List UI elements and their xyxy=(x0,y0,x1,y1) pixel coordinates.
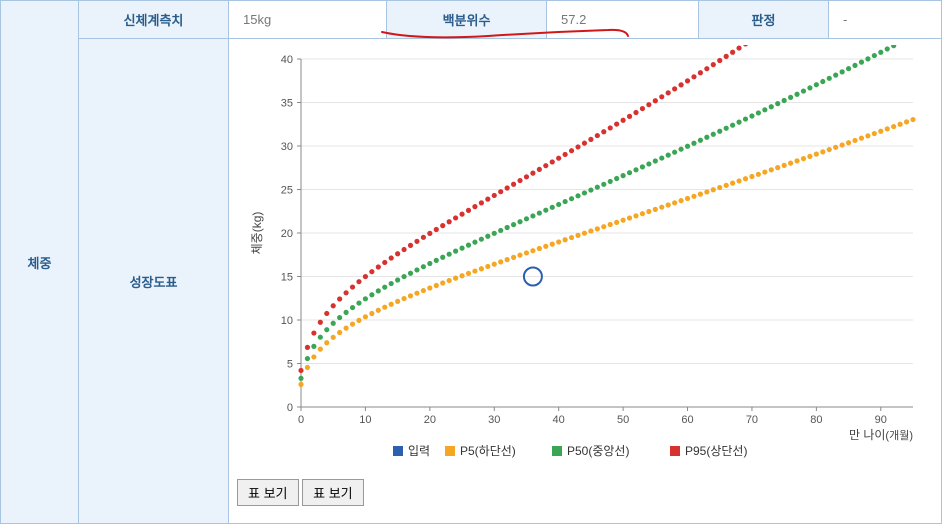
svg-text:10: 10 xyxy=(359,414,371,426)
growth-table: 체중 신체계측치 15kg 백분위수 57.2 판정 - 성장도표 0 5 10 15… xyxy=(0,0,942,524)
svg-text:10: 10 xyxy=(281,315,293,327)
percentile-header: 백분위수 xyxy=(387,1,547,39)
svg-text:15: 15 xyxy=(281,272,293,284)
svg-text:30: 30 xyxy=(488,414,500,426)
svg-text:50: 50 xyxy=(617,414,629,426)
svg-text:40: 40 xyxy=(553,414,565,426)
svg-text:90: 90 xyxy=(875,414,887,426)
svg-text:0: 0 xyxy=(298,414,304,426)
svg-text:20: 20 xyxy=(424,414,436,426)
row-label-weight: 체중 xyxy=(1,1,79,524)
measure-header: 신체계측치 xyxy=(79,1,229,39)
svg-text:5: 5 xyxy=(287,359,293,371)
svg-text:60: 60 xyxy=(681,414,693,426)
show-table-button-1[interactable]: 표 보기 xyxy=(237,479,299,506)
growth-chart: 0 5 10 15 20 25 30 35 40 0 10 20 30 40 50 60 70 80 90 체중(kg… xyxy=(237,45,933,475)
growth-chart-header: 성장도표 xyxy=(79,39,229,524)
percentile-value: 57.2 xyxy=(547,1,699,39)
svg-text:P95(상단선): P95(상단선) xyxy=(685,444,747,458)
svg-text:만 나이(개월): 만 나이(개월) xyxy=(849,428,913,442)
svg-text:25: 25 xyxy=(281,185,293,197)
svg-text:20: 20 xyxy=(281,228,293,240)
svg-text:40: 40 xyxy=(281,54,293,66)
chart-cell: 0 5 10 15 20 25 30 35 40 0 10 20 30 40 50 60 70 80 90 체중(kg… xyxy=(229,39,942,524)
svg-text:80: 80 xyxy=(810,414,822,426)
show-table-button-2[interactable]: 표 보기 xyxy=(302,479,364,506)
judgement-value: - xyxy=(829,1,942,39)
svg-text:체중(kg): 체중(kg) xyxy=(250,212,264,255)
svg-text:입력: 입력 xyxy=(408,444,430,458)
judgement-header: 판정 xyxy=(699,1,829,39)
svg-text:P50(중앙선): P50(중앙선) xyxy=(567,444,629,458)
measure-value: 15kg xyxy=(229,1,387,39)
svg-text:P5(하단선): P5(하단선) xyxy=(460,444,516,458)
svg-text:70: 70 xyxy=(746,414,758,426)
svg-text:35: 35 xyxy=(281,98,293,110)
svg-text:0: 0 xyxy=(287,402,293,414)
svg-text:30: 30 xyxy=(281,141,293,153)
